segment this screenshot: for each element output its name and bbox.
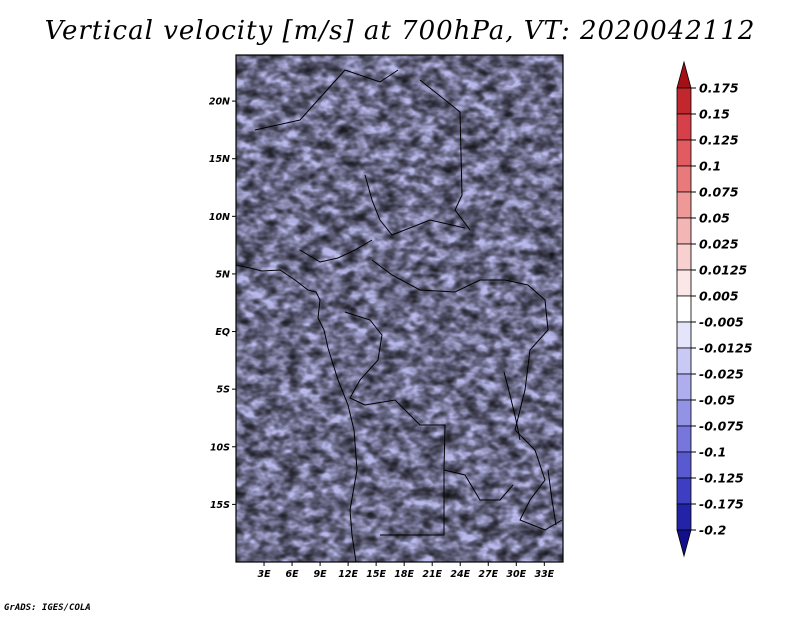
colorbar-swatch bbox=[676, 321, 692, 349]
colorbar-swatch bbox=[676, 503, 692, 531]
colorbar: 0.175 0.15 0.125 0.1 0.075 0.05 0.025 0.0125 0.0… bbox=[676, 60, 753, 558]
colorbar-swatch bbox=[676, 373, 692, 401]
latitude-axis: 20N 15N 10N 5N EQ 5S 10S 15S bbox=[209, 97, 236, 511]
colorbar-swatch bbox=[676, 60, 692, 89]
colorbar-swatch bbox=[676, 217, 692, 245]
colorbar-label: 0.005 bbox=[699, 289, 739, 304]
lon-tick-label: 9E bbox=[314, 569, 328, 580]
border-east-africa bbox=[514, 284, 563, 531]
country-borders bbox=[236, 69, 563, 562]
lat-tick-label: 5N bbox=[215, 269, 230, 280]
border-angola-zambia bbox=[380, 470, 445, 536]
colorbar-swatch bbox=[676, 269, 692, 297]
lon-tick-label: 18E bbox=[394, 569, 414, 580]
lat-tick-label: EQ bbox=[215, 327, 230, 338]
colorbar-swatch bbox=[676, 295, 692, 323]
colorbar-label: 0.05 bbox=[699, 211, 730, 226]
colorbar-label: -0.005 bbox=[699, 315, 744, 330]
lon-tick-label: 27E bbox=[478, 569, 498, 580]
colorbar-swatch bbox=[676, 347, 692, 375]
colorbar-label: -0.125 bbox=[699, 471, 744, 486]
border-cameroon bbox=[299, 239, 373, 263]
border-congo-drc bbox=[344, 311, 383, 406]
lat-tick-label: 5S bbox=[217, 385, 231, 396]
lat-tick-label: 10N bbox=[209, 212, 230, 223]
colorbar-label: 0.175 bbox=[699, 81, 739, 96]
colorbar-label: -0.05 bbox=[699, 393, 735, 408]
lat-tick-label: 20N bbox=[209, 97, 230, 108]
map-frame bbox=[235, 54, 564, 563]
colorbar-label: -0.175 bbox=[699, 497, 744, 512]
colorbar-swatch bbox=[676, 477, 692, 505]
colorbar-label: 0.125 bbox=[699, 133, 739, 148]
chart-title: Vertical velocity [m/s] at 700hPa, VT: 2… bbox=[44, 16, 756, 46]
colorbar-label: 0.075 bbox=[699, 185, 739, 200]
west-africa-coastline bbox=[236, 264, 358, 562]
lon-tick-label: 6E bbox=[286, 569, 300, 580]
colorbar-label: -0.0125 bbox=[699, 341, 753, 356]
longitude-axis: 3E 6E 9E 12E 15E 18E 21E 24E 27E 30E 33E bbox=[257, 562, 555, 580]
colorbar-swatch bbox=[676, 529, 692, 558]
lat-tick-label: 15N bbox=[209, 154, 230, 165]
lake-malawi bbox=[547, 469, 557, 526]
colorbar-label: -0.025 bbox=[699, 367, 744, 382]
lat-tick-label: 15S bbox=[210, 500, 230, 511]
colorbar-swatch bbox=[676, 165, 692, 193]
colorbar-swatch bbox=[676, 113, 692, 141]
colorbar-label: -0.075 bbox=[699, 419, 744, 434]
grads-credit: GrADS: IGES/COLA bbox=[4, 603, 91, 613]
border-nigeria-chad bbox=[254, 69, 399, 131]
lon-tick-label: 12E bbox=[338, 569, 358, 580]
colorbar-swatch bbox=[676, 87, 692, 115]
colorbar-label: -0.2 bbox=[699, 523, 726, 538]
colorbar-swatch bbox=[676, 451, 692, 479]
lon-tick-label: 33E bbox=[534, 569, 554, 580]
map-figure: 20N 15N 10N 5N EQ 5S 10S 15S 3E 6E 9E 12E 15E 18E 21E… bbox=[209, 54, 753, 580]
colorbar-label: 0.025 bbox=[699, 237, 739, 252]
border-niger-chad bbox=[364, 174, 466, 236]
colorbar-label: 0.15 bbox=[699, 107, 730, 122]
colorbar-swatch bbox=[676, 243, 692, 271]
border-car-drc bbox=[371, 259, 529, 293]
colorbar-swatch bbox=[676, 399, 692, 427]
colorbar-label: -0.1 bbox=[699, 445, 726, 460]
lon-tick-label: 30E bbox=[506, 569, 526, 580]
lon-tick-label: 3E bbox=[257, 569, 271, 580]
border-chad-sudan bbox=[419, 79, 471, 231]
colorbar-label: 0.1 bbox=[699, 159, 721, 174]
lake-tanganyika bbox=[503, 371, 521, 441]
lon-tick-label: 15E bbox=[366, 569, 386, 580]
colorbar-label: 0.0125 bbox=[699, 263, 748, 278]
colorbar-swatch bbox=[676, 139, 692, 167]
field-neutral-texture bbox=[236, 55, 563, 562]
lon-tick-label: 21E bbox=[422, 569, 442, 580]
lon-tick-label: 24E bbox=[450, 569, 470, 580]
map-plot-area bbox=[236, 55, 563, 562]
colorbar-swatch bbox=[676, 191, 692, 219]
colorbar-swatch bbox=[676, 425, 692, 453]
lat-tick-label: 10S bbox=[210, 442, 230, 453]
